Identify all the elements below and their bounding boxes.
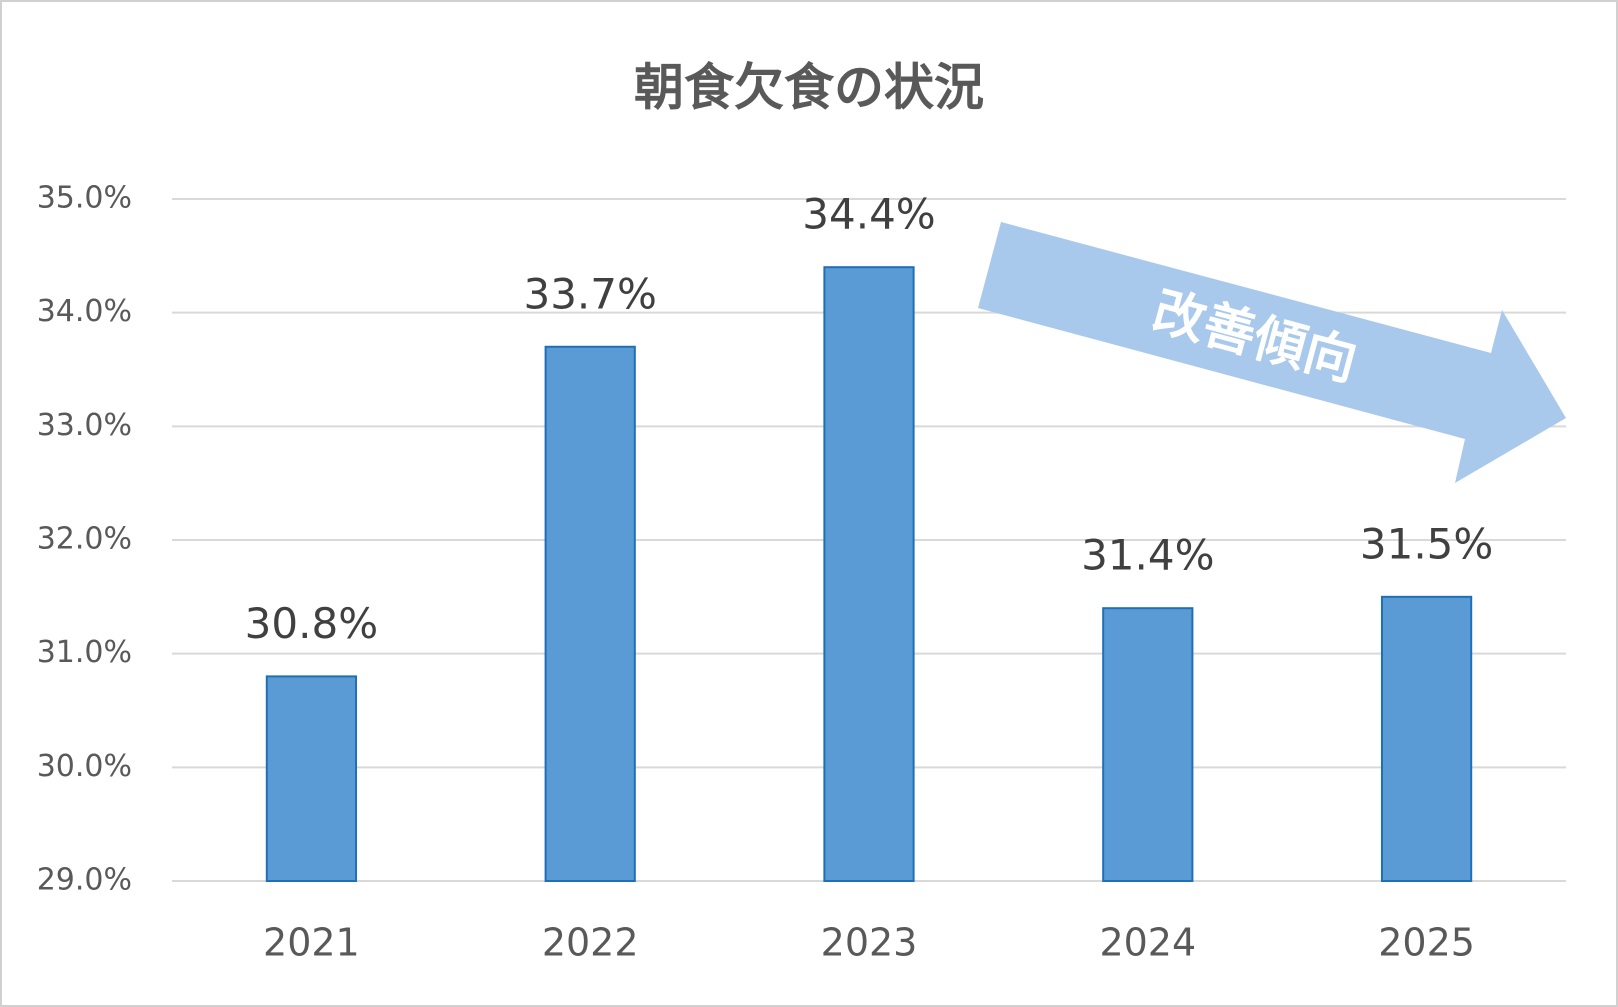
y-tick-label: 30.0% xyxy=(37,749,132,784)
data-label: 34.4% xyxy=(802,190,935,239)
y-tick-label: 29.0% xyxy=(37,863,132,898)
bar xyxy=(265,675,358,883)
x-tick-label: 2024 xyxy=(1099,921,1196,965)
x-tick-label: 2022 xyxy=(542,921,639,965)
bar xyxy=(823,266,915,882)
data-label: 33.7% xyxy=(523,269,656,318)
x-tick-label: 2025 xyxy=(1378,921,1475,965)
bar xyxy=(1102,607,1194,882)
y-tick-label: 33.0% xyxy=(37,408,132,443)
data-label: 30.8% xyxy=(245,599,378,648)
bar xyxy=(544,345,636,882)
x-tick-label: 2021 xyxy=(263,921,360,965)
bar xyxy=(1380,595,1473,882)
y-tick-label: 31.0% xyxy=(37,635,132,670)
x-tick-label: 2023 xyxy=(821,921,918,965)
y-tick-label: 35.0% xyxy=(37,181,132,216)
trend-arrow xyxy=(978,222,1566,483)
y-tick-label: 34.0% xyxy=(37,294,132,329)
data-label: 31.5% xyxy=(1360,519,1493,568)
y-tick-label: 32.0% xyxy=(37,522,132,557)
data-label: 31.4% xyxy=(1081,531,1214,580)
chart-title: 朝食欠食の状況 xyxy=(634,59,984,117)
